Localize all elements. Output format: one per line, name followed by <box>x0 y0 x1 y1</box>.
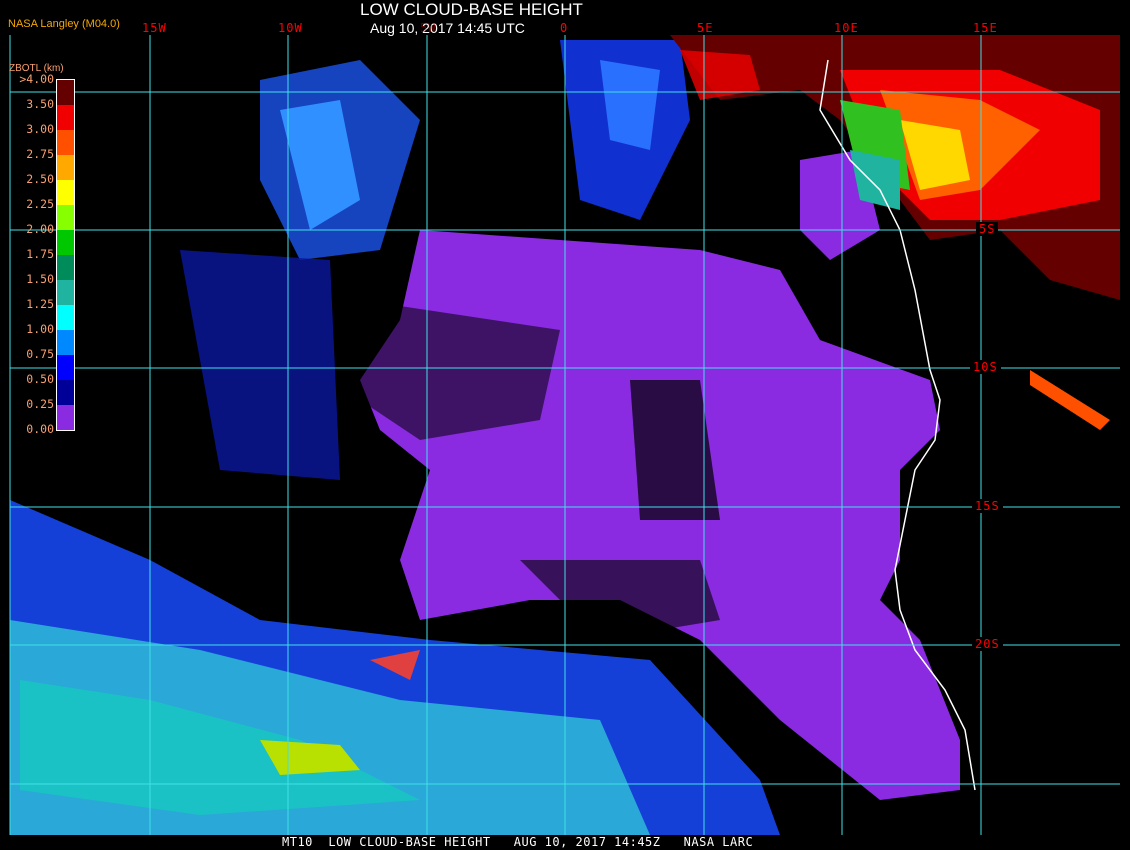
legend-swatch <box>57 305 74 330</box>
lat-label: 20S <box>972 637 1003 651</box>
legend-title: ZBOTL (km) <box>9 63 64 74</box>
legend-label: 3.50 <box>26 97 54 111</box>
legend-label: 0.50 <box>26 372 54 386</box>
graticule <box>9 35 1120 835</box>
legend-swatch <box>57 280 74 305</box>
legend-swatch <box>57 80 74 105</box>
map-datetime: Aug 10, 2017 14:45 UTC <box>370 20 525 36</box>
lon-label: 15E <box>973 21 998 35</box>
legend-swatch <box>57 155 74 180</box>
legend-label: 1.75 <box>26 247 54 261</box>
legend-swatch <box>57 130 74 155</box>
legend-swatch <box>57 355 74 380</box>
lon-label: 10E <box>834 21 859 35</box>
lat-label: 5S <box>976 222 999 236</box>
lon-label: 5E <box>697 21 714 35</box>
legend-label: 1.50 <box>26 272 54 286</box>
legend-swatch <box>57 230 74 255</box>
cloud-imagery <box>10 35 1120 835</box>
legend-label: 1.00 <box>26 322 54 336</box>
legend-label: 0.25 <box>26 397 54 411</box>
footer-caption: MT10 LOW CLOUD-BASE HEIGHT AUG 10, 2017 … <box>282 835 754 849</box>
legend-label: >4.00 <box>19 72 54 86</box>
legend-label: 2.00 <box>26 222 54 236</box>
legend-colorbar <box>56 79 75 431</box>
legend-swatch <box>57 330 74 355</box>
legend-label: 2.75 <box>26 147 54 161</box>
legend-label: 0.75 <box>26 347 54 361</box>
lon-label: 10W <box>278 21 303 35</box>
legend-label: 1.25 <box>26 297 54 311</box>
lon-label: 15W <box>142 21 167 35</box>
legend-swatch <box>57 380 74 405</box>
legend-swatch <box>57 205 74 230</box>
legend-label: 2.25 <box>26 197 54 211</box>
lon-label: 0 <box>560 21 569 35</box>
lat-label: 10S <box>970 360 1001 374</box>
legend-label: 0.00 <box>26 422 54 436</box>
lat-label: 15S <box>972 499 1003 513</box>
legend-swatch <box>57 255 74 280</box>
legend-swatch <box>57 105 74 130</box>
legend-labels: >4.00 3.50 3.00 2.75 2.50 2.25 2.00 1.75 1.50 1.2… <box>16 73 54 448</box>
map-title: LOW CLOUD-BASE HEIGHT <box>360 0 583 19</box>
credit-label: NASA Langley (M04.0) <box>8 18 120 30</box>
legend-label: 3.00 <box>26 122 54 136</box>
legend-swatch <box>57 180 74 205</box>
legend-swatch <box>57 405 74 430</box>
legend-label: 2.50 <box>26 172 54 186</box>
lon-label: 5W <box>420 21 437 35</box>
coastline <box>819 59 976 791</box>
